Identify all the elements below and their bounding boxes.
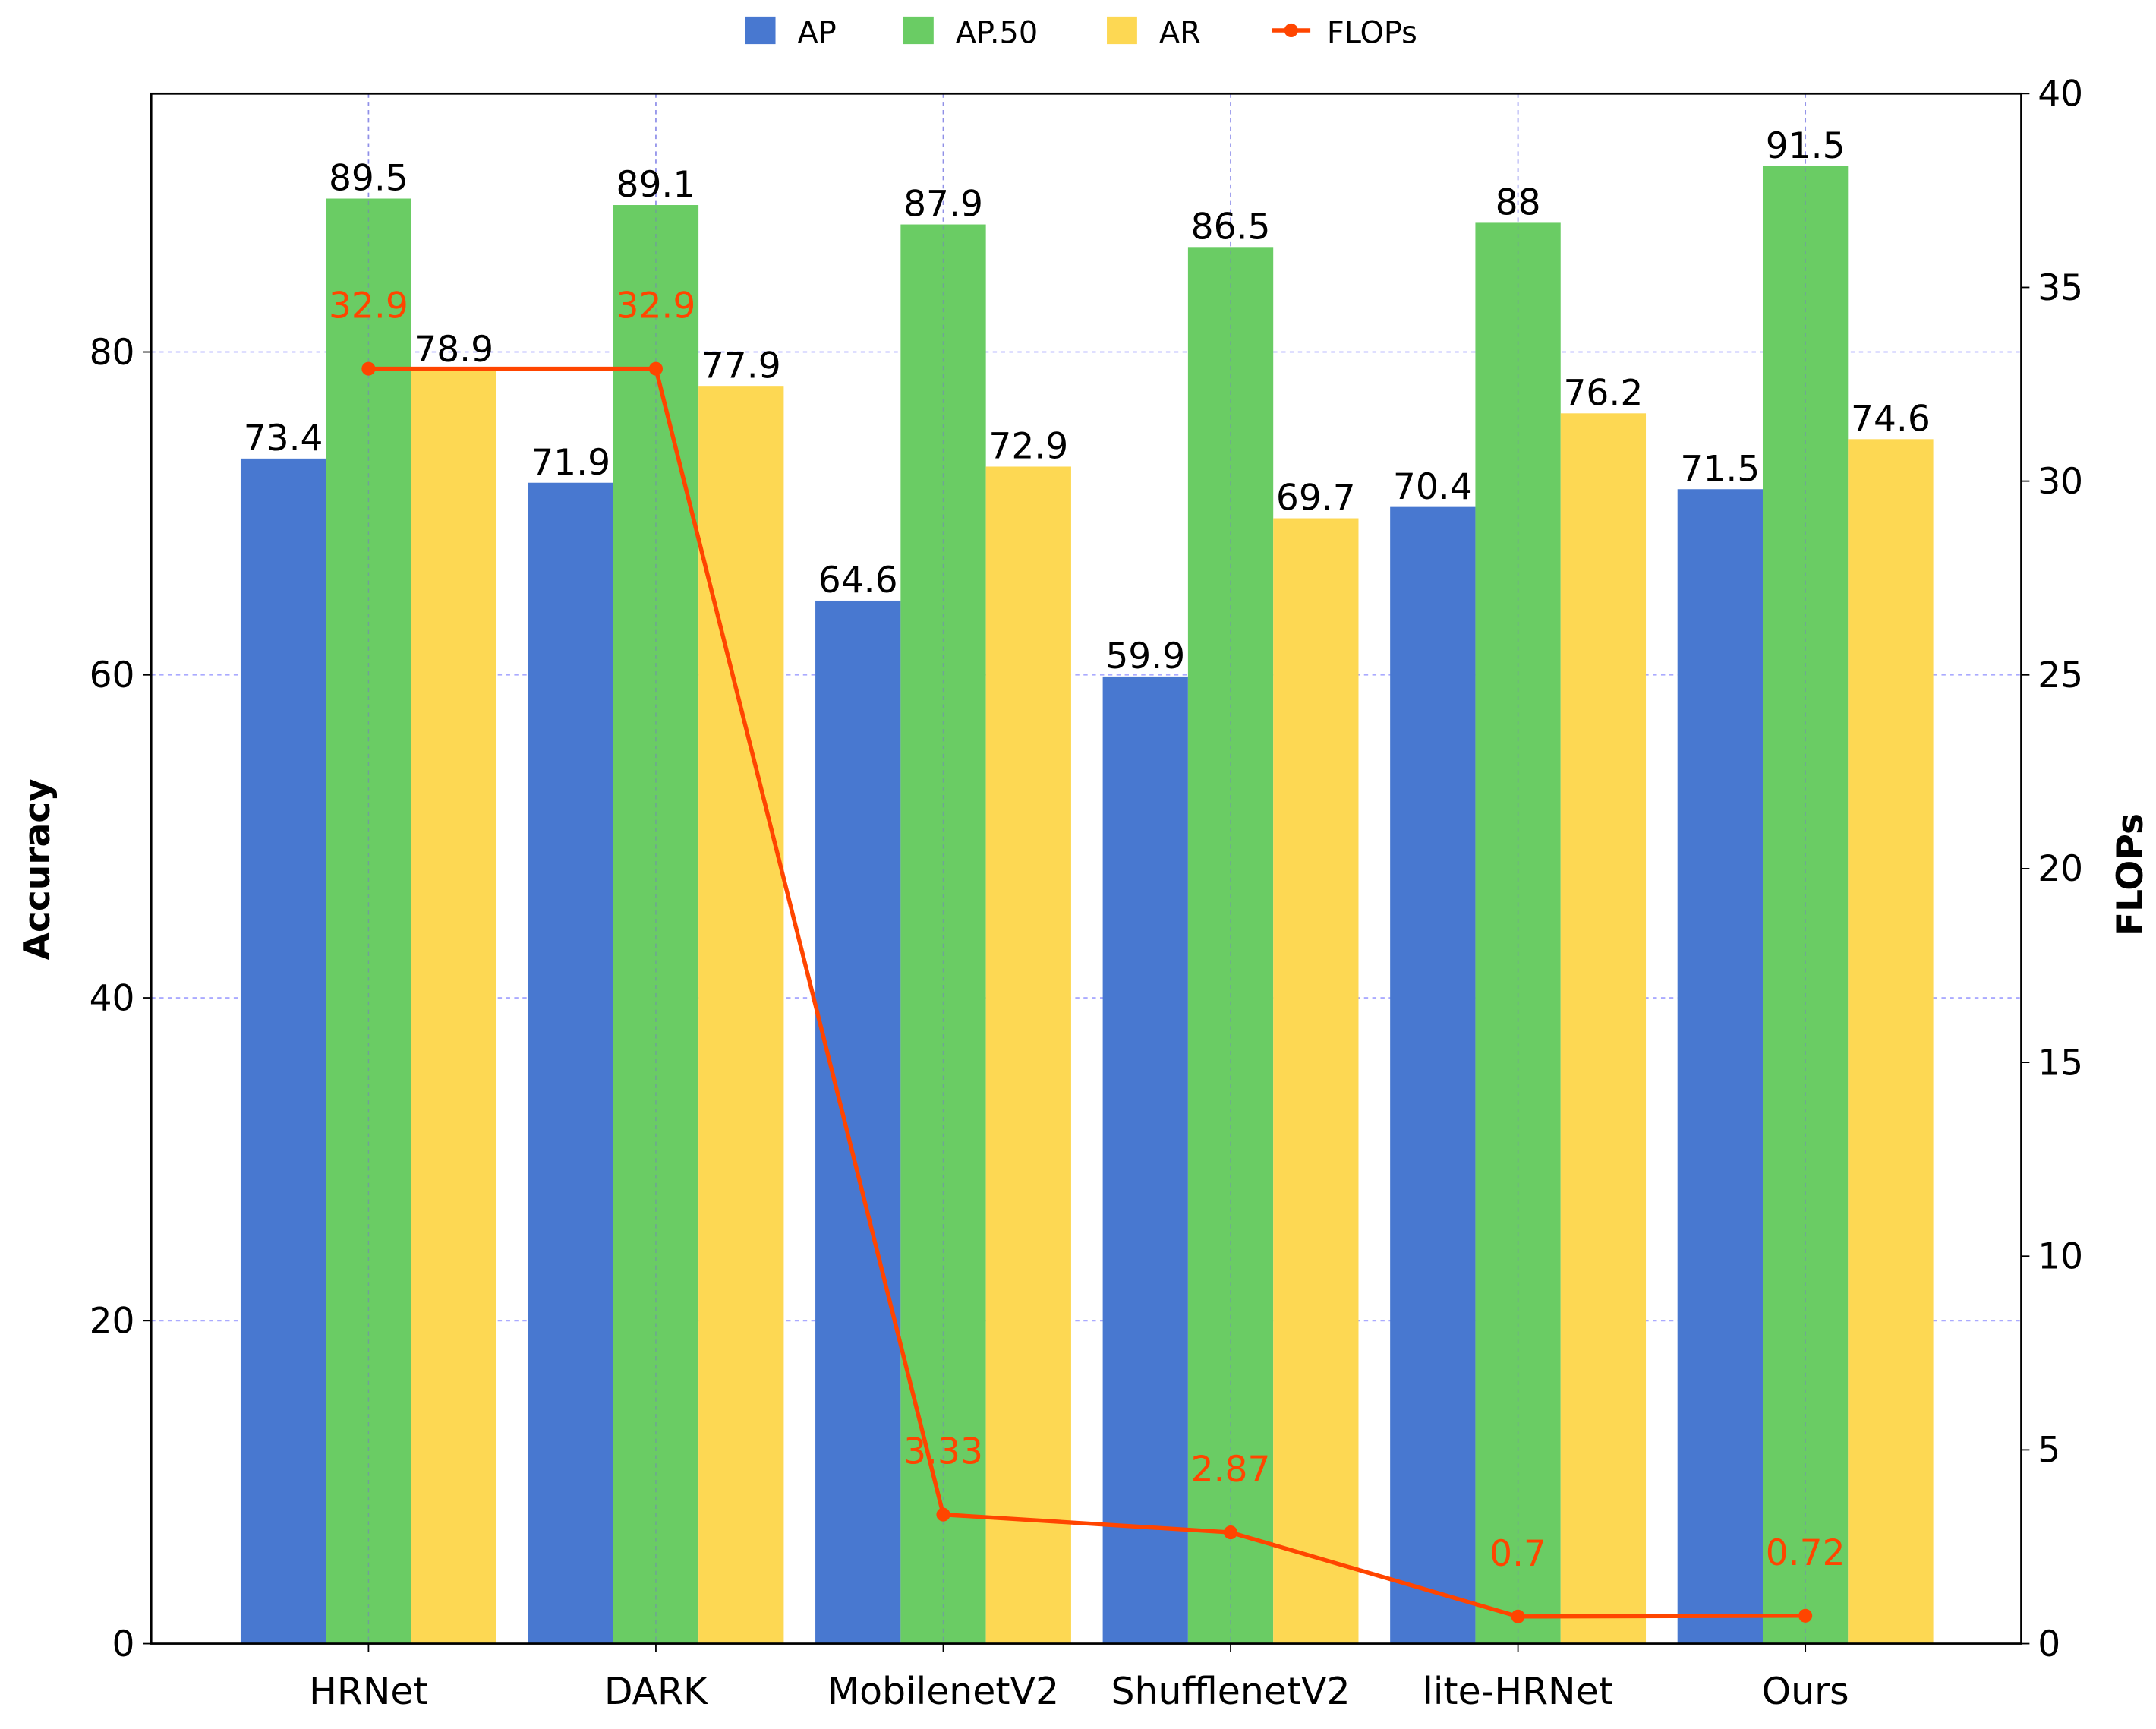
y2-tick-label: 35 (2038, 267, 2083, 309)
flops-point-3 (1223, 1525, 1238, 1540)
y-tick-label: 40 (90, 977, 135, 1019)
bar-value-label: 70.4 (1393, 466, 1473, 508)
legend-label: AR (1159, 15, 1201, 50)
y2-tick-label: 25 (2038, 655, 2083, 696)
bar-ar-1 (698, 386, 784, 1644)
bar-value-label: 76.2 (1563, 372, 1643, 414)
bar-value-label: 72.9 (988, 426, 1068, 468)
legend-label: AP.50 (956, 15, 1038, 50)
bar-ar-5 (1848, 439, 1934, 1644)
x-tick-label: DARK (604, 1670, 709, 1713)
flops-polyline (368, 366, 1806, 1619)
bar-value-label: 73.4 (244, 418, 323, 459)
legend: AP AP.50 AR FLOPs (745, 15, 1417, 50)
y2-tick-label: 20 (2038, 848, 2083, 890)
flops-value-label: 2.87 (1191, 1449, 1271, 1491)
y2-tick-label: 10 (2038, 1236, 2083, 1278)
bar-value-label: 88 (1496, 182, 1541, 224)
legend-marker-flops (1284, 23, 1298, 38)
x-tick-label: HRNet (309, 1670, 428, 1713)
bar-value-label: 69.7 (1276, 478, 1356, 519)
bar-value-label: 78.9 (414, 329, 493, 371)
bar-ap-4 (1390, 506, 1476, 1644)
flops-line: 32.9 32.9 3.33 2.87 0.7 0.72 (329, 286, 1846, 1623)
bar-value-label: 87.9 (903, 184, 983, 226)
flops-point-2 (936, 1507, 950, 1522)
flops-value-label: 32.9 (329, 286, 408, 327)
bar-value-label: 59.9 (1105, 636, 1185, 677)
y2-tick-label: 40 (2038, 74, 2083, 115)
x-tick-label: ShufflenetV2 (1111, 1670, 1350, 1713)
flops-point-0 (361, 361, 376, 376)
legend-swatch-ap (745, 16, 776, 45)
bar-ap-3 (1102, 676, 1188, 1644)
y-tick-label: 0 (112, 1623, 135, 1665)
flops-point-5 (1798, 1608, 1813, 1623)
legend-swatch-ap50 (903, 16, 934, 45)
bar-ar-4 (1560, 413, 1647, 1644)
bar-ap-1 (528, 482, 613, 1644)
bar-value-label: 74.6 (1851, 398, 1931, 440)
flops-value-label: 3.33 (903, 1431, 983, 1473)
y-axis-label: Accuracy (17, 778, 58, 960)
flops-value-label: 32.9 (616, 286, 696, 327)
bar-value-label: 89.5 (329, 158, 408, 200)
y2-axis-label: FLOPs (2110, 813, 2151, 936)
flops-point-1 (648, 361, 664, 376)
bar-ap50-1 (613, 205, 699, 1644)
y2-tick-label: 5 (2038, 1430, 2060, 1472)
y-tick-label: 60 (90, 655, 135, 696)
flops-point-4 (1511, 1609, 1525, 1623)
flops-value-label: 0.7 (1489, 1533, 1546, 1575)
bar-value-label: 71.5 (1680, 448, 1760, 490)
bar-ap-0 (240, 458, 326, 1644)
x-tick-label: lite-HRNet (1423, 1670, 1613, 1713)
y-tick-label: 80 (90, 332, 135, 374)
bar-labels: 73.4 71.9 64.6 59.9 70.4 71.5 89.5 89.1 87.9 86.5… (244, 125, 1931, 677)
x-tick-label: Ours (1762, 1670, 1849, 1713)
bars (240, 93, 1934, 1644)
axes: 0 20 40 60 80 0 5 10 15 20 25 30 35 40 HRNet DARK Mobile… (90, 74, 2084, 1714)
x-tick-label: MobilenetV2 (827, 1670, 1059, 1713)
legend-label: FLOPs (1327, 15, 1417, 50)
flops-value-label: 0.72 (1766, 1532, 1846, 1574)
bar-value-label: 91.5 (1766, 125, 1846, 167)
bar-value-label: 64.6 (818, 560, 898, 601)
bar-ar-2 (985, 466, 1071, 1644)
y-tick-label: 20 (90, 1301, 135, 1342)
bar-ap-5 (1677, 489, 1763, 1644)
bar-ap-2 (815, 600, 901, 1644)
bar-ar-0 (411, 369, 496, 1644)
bar-value-label: 86.5 (1191, 206, 1271, 248)
bar-value-label: 89.1 (616, 164, 696, 206)
bar-ar-3 (1273, 518, 1359, 1644)
bar-value-label: 71.9 (531, 442, 610, 484)
legend-label: AP (798, 15, 837, 50)
bar-value-label: 77.9 (701, 345, 781, 387)
y2-tick-label: 0 (2038, 1623, 2060, 1665)
y2-tick-label: 15 (2038, 1042, 2083, 1084)
legend-swatch-ar (1107, 16, 1137, 45)
y2-tick-label: 30 (2038, 461, 2083, 503)
